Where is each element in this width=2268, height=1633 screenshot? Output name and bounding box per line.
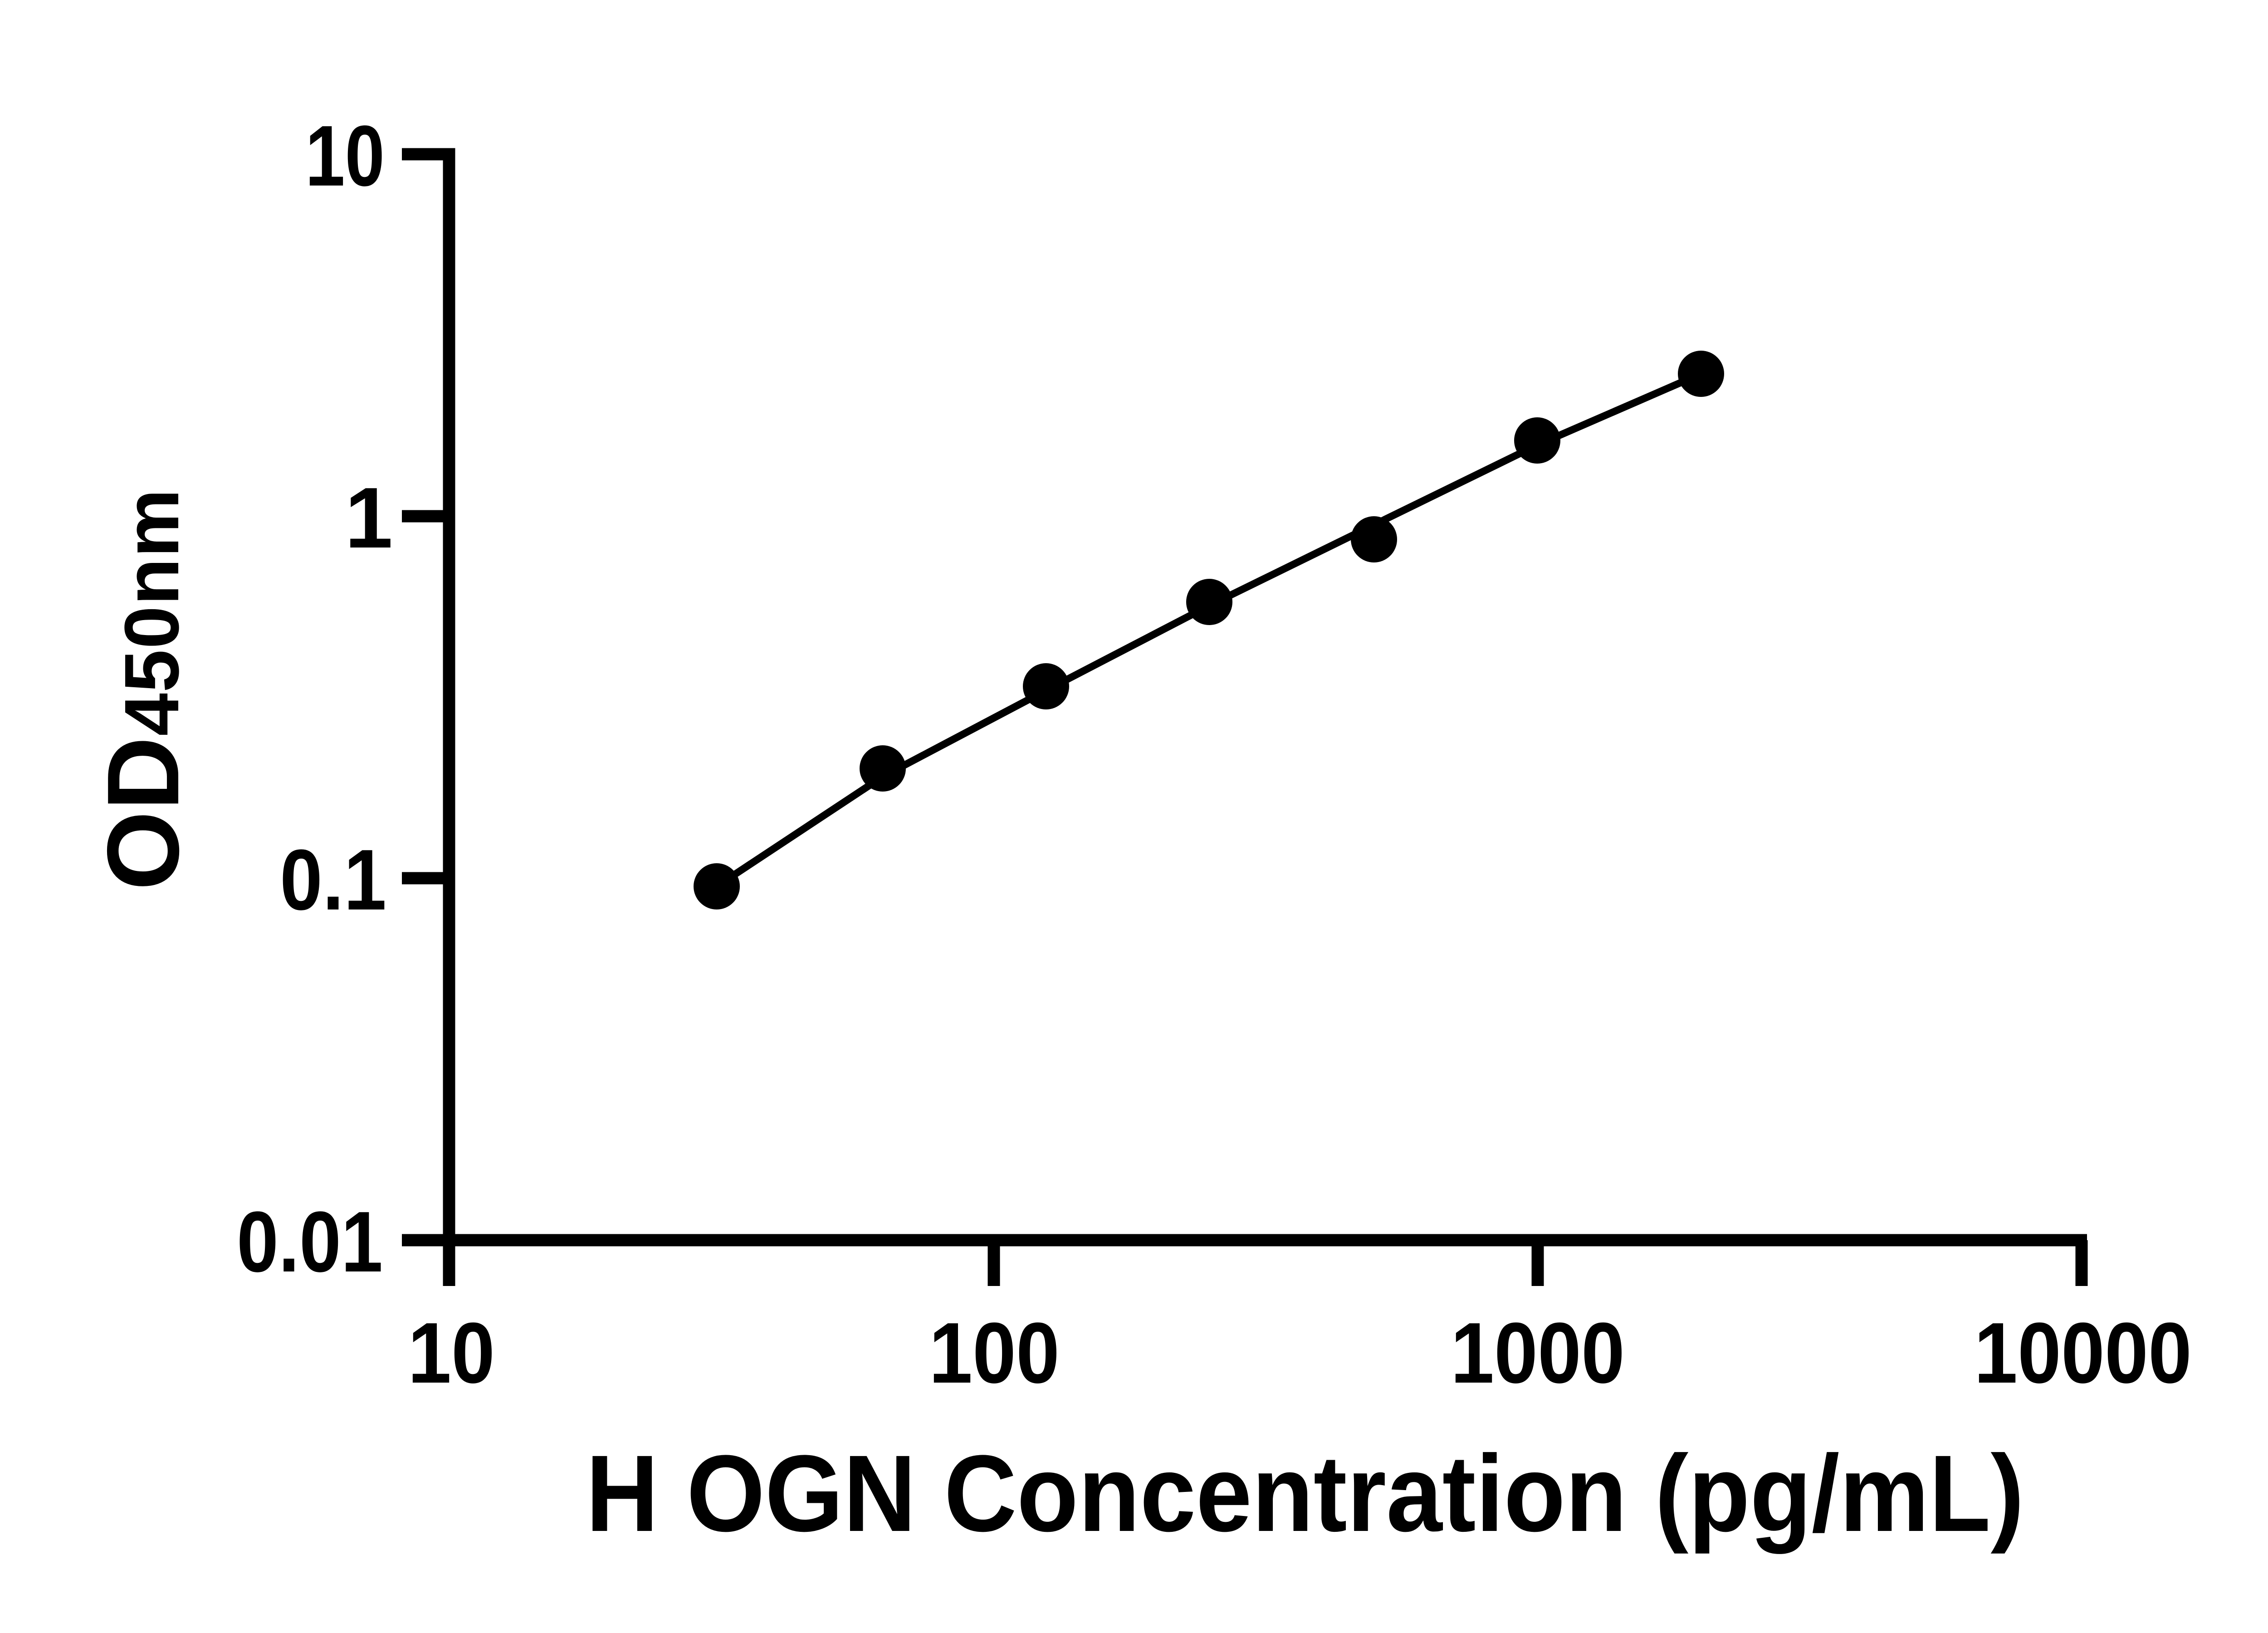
svg-text:0.1: 0.1 xyxy=(280,832,386,928)
svg-text:H OGN Concentration (pg/mL): H OGN Concentration (pg/mL) xyxy=(586,1433,2024,1554)
svg-text:10: 10 xyxy=(305,108,385,204)
svg-text:0.01: 0.01 xyxy=(237,1194,383,1290)
svg-text:10: 10 xyxy=(408,1305,495,1401)
svg-text:1: 1 xyxy=(345,470,393,566)
svg-text:1000: 1000 xyxy=(1451,1305,1625,1401)
svg-text:100: 100 xyxy=(929,1305,1060,1401)
svg-text:10000: 10000 xyxy=(1974,1305,2192,1401)
